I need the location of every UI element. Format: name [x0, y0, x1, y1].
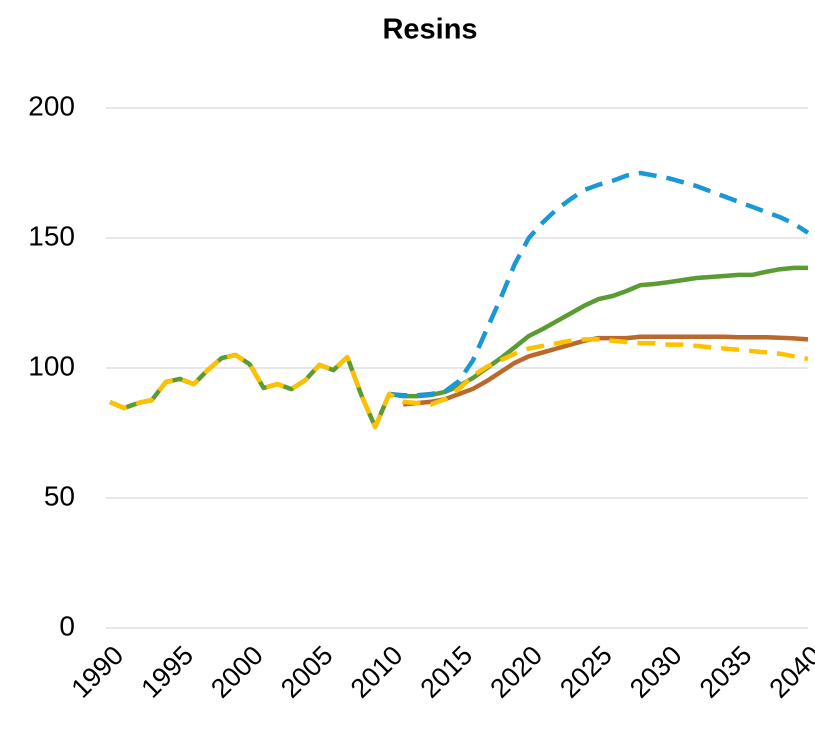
x-tick-label: 1990	[66, 640, 130, 704]
series-line	[388, 170, 810, 398]
y-tick-label: 50	[44, 480, 75, 511]
y-tick-label: 0	[59, 610, 75, 641]
x-tick-label: 2005	[275, 640, 339, 704]
x-tick-label: 2020	[484, 640, 548, 704]
x-tick-label: 2000	[205, 640, 269, 704]
x-tick-label: 2030	[624, 640, 688, 704]
x-tick-label: 2025	[554, 640, 618, 704]
series-line	[402, 334, 809, 407]
x-tick-label: 2040	[764, 640, 815, 704]
x-tick-label: 2010	[345, 640, 409, 704]
y-tick-label: 100	[28, 350, 75, 381]
series-line	[109, 337, 809, 430]
y-tick-label: 150	[28, 220, 75, 251]
y-tick-label: 200	[28, 90, 75, 121]
x-tick-label: 2035	[694, 640, 758, 704]
chart-title: Resins	[382, 14, 477, 46]
x-tick-label: 1995	[135, 640, 199, 704]
x-tick-label: 2015	[415, 640, 479, 704]
